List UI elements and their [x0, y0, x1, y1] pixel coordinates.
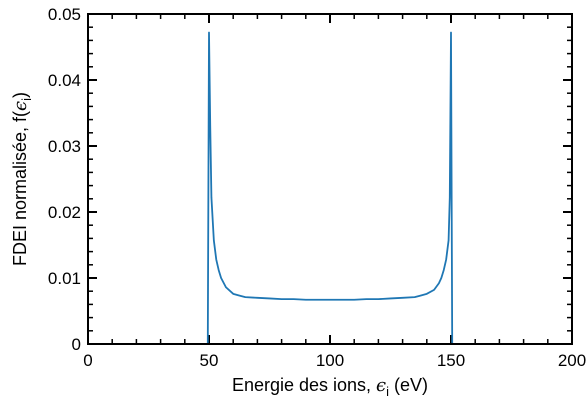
x-axis-label-symbol: ϵ: [376, 375, 386, 396]
y-axis-label-symbol: ϵ: [10, 101, 31, 111]
y-tick-label: 0.05: [48, 5, 81, 24]
y-axis-label-text: FDEI normalisée, f(: [10, 111, 30, 266]
y-tick-label: 0.02: [48, 203, 81, 222]
x-tick-label: 200: [558, 351, 586, 370]
y-axis-label-suffix: ): [10, 92, 30, 98]
x-axis-label-text: Energie des ions,: [232, 375, 376, 395]
y-tick-label: 0.03: [48, 137, 81, 156]
y-tick-label: 0: [72, 335, 81, 354]
x-axis-label-suffix: (eV): [389, 375, 428, 395]
series-line: [88, 31, 572, 345]
axis-ticks: [87, 13, 573, 345]
plot-frame: [87, 13, 573, 345]
y-axis-label: FDEI normalisée, f(ϵi): [10, 92, 34, 266]
x-tick-label: 50: [200, 351, 219, 370]
x-tick-label: 100: [316, 351, 344, 370]
y-tick-label: 0.01: [48, 269, 81, 288]
y-axis-label-subscript: i: [19, 98, 34, 101]
tick-labels: 0 50 100 150 200 0 0.01 0.02 0.03 0.04 0.05: [48, 5, 586, 370]
x-tick-label: 150: [437, 351, 465, 370]
x-tick-label: 0: [83, 351, 92, 370]
y-tick-label: 0.04: [48, 71, 81, 90]
x-axis-label: Energie des ions, ϵi (eV): [232, 375, 428, 399]
x-axis-label-subscript: i: [386, 384, 389, 399]
